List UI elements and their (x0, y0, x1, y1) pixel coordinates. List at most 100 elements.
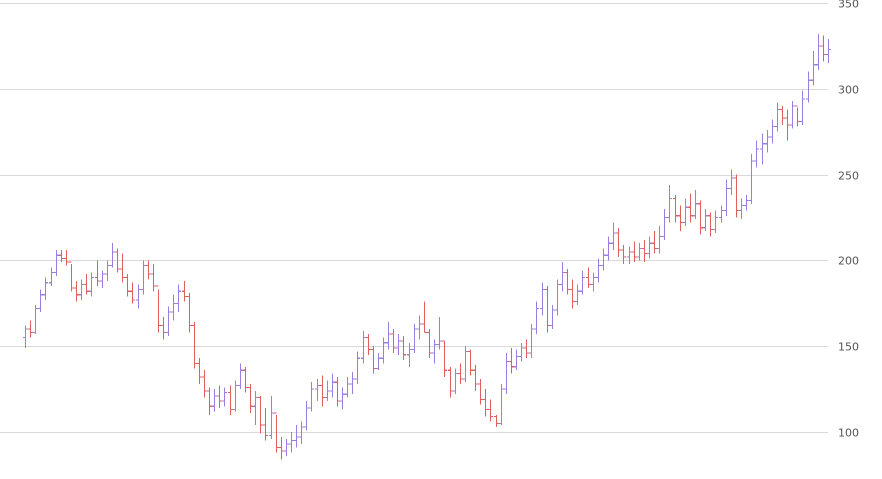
ohlc-bar-93 (499, 383, 504, 426)
ohlc-bar-56 (309, 382, 314, 412)
ohlc-bar-72 (391, 329, 396, 354)
ohlc-bar-0 (23, 325, 28, 348)
ohlc-bar-131 (693, 190, 698, 220)
ohlc-bar-106 (565, 268, 570, 295)
y-tick-label: 200 (838, 255, 859, 268)
ohlc-bar-96 (514, 349, 519, 371)
ohlc-bar-88 (473, 365, 478, 391)
ohlc-bar-41 (233, 380, 238, 412)
ohlc-bar-42 (238, 363, 243, 390)
ohlc-bar-73 (396, 334, 401, 355)
ohlc-bar-59 (325, 380, 330, 402)
ohlc-bar-55 (304, 401, 309, 431)
ohlc-bar-4 (43, 277, 48, 300)
ohlc-bar-24 (146, 260, 151, 280)
ohlc-bar-92 (494, 414, 499, 427)
ohlc-bar-60 (330, 373, 335, 398)
ohlc-bar-125 (662, 208, 667, 240)
ohlc-bar-61 (335, 377, 340, 407)
ohlc-bar-110 (586, 267, 591, 288)
ohlc-bar-19 (120, 253, 125, 283)
ohlc-bar-49 (274, 412, 279, 453)
ohlc-bar-44 (248, 383, 253, 414)
ohlc-bar-143 (754, 140, 759, 168)
ohlc-bar-156 (821, 35, 826, 62)
ohlc-bar-31 (182, 280, 187, 302)
ohlc-bar-80 (432, 339, 437, 364)
ohlc-bar-97 (519, 342, 524, 362)
ohlc-bar-98 (524, 339, 529, 359)
ohlc-bar-3 (38, 289, 43, 312)
ohlc-bar-111 (591, 272, 596, 292)
ohlc-bar-109 (580, 270, 585, 295)
ohlc-bar-22 (136, 284, 141, 309)
ohlc-bar-28 (166, 306, 171, 336)
ohlc-bar-100 (534, 301, 539, 335)
ohlc-bar-119 (632, 241, 637, 263)
ohlc-bar-154 (811, 51, 816, 86)
ohlc-bar-75 (407, 342, 412, 367)
ohlc-bar-153 (806, 71, 811, 103)
y-tick-label: 350 (838, 0, 859, 11)
ohlc-bar-8 (64, 250, 69, 266)
ohlc-bar-32 (187, 293, 192, 333)
ohlc-bar-52 (289, 432, 294, 453)
ohlc-bar-124 (657, 226, 662, 254)
ohlc-bar-87 (468, 349, 473, 376)
ohlc-bar-57 (315, 378, 320, 402)
ohlc-bar-115 (611, 222, 616, 251)
ohlc-bar-102 (545, 286, 550, 333)
ohlc-bar-142 (749, 154, 754, 204)
ohlc-bar-66 (361, 330, 366, 364)
ohlc-bar-105 (560, 262, 565, 292)
ohlc-bar-140 (739, 198, 744, 220)
ohlc-bar-12 (84, 274, 89, 295)
ohlc-bar-46 (258, 395, 263, 434)
ohlc-bar-71 (386, 322, 391, 350)
y-tick-label: 100 (838, 427, 859, 440)
ohlc-bar-21 (130, 282, 135, 304)
ohlc-bar-63 (345, 377, 350, 398)
ohlc-bar-139 (734, 174, 739, 218)
ohlc-bar-58 (320, 375, 325, 407)
ohlc-bar-50 (279, 437, 284, 460)
ohlc-bar-30 (176, 284, 181, 312)
ohlc-bar-113 (601, 248, 606, 271)
ohlc-bar-101 (540, 282, 545, 316)
ohlc-bar-155 (816, 33, 821, 70)
ohlc-bar-5 (49, 267, 54, 287)
y-tick-label: 300 (838, 84, 859, 97)
ohlc-bar-54 (299, 421, 304, 445)
ohlc-bar-26 (156, 285, 161, 333)
ohlc-bar-48 (269, 395, 274, 439)
ohlc-bar-70 (381, 337, 386, 364)
ohlc-bar-9 (69, 261, 74, 292)
ohlc-bar-141 (744, 195, 749, 211)
ohlc-bar-116 (616, 227, 621, 257)
ohlc-bar-123 (652, 231, 657, 254)
ohlc-bar-29 (171, 294, 176, 321)
ohlc-bar-150 (790, 100, 795, 129)
ohlc-bar-149 (785, 109, 790, 141)
ohlc-bar-132 (698, 200, 703, 235)
ohlc-bar-15 (100, 270, 105, 288)
ohlc-bar-11 (79, 279, 84, 300)
ohlc-bar-128 (678, 205, 683, 232)
ohlc-bar-6 (54, 250, 59, 276)
ohlc-bar-39 (222, 387, 227, 407)
ohlc-bar-23 (141, 260, 146, 295)
ohlc-bar-112 (596, 258, 601, 283)
ohlc-bar-40 (228, 385, 233, 415)
ohlc-bar-94 (504, 353, 509, 395)
y-tick-label: 250 (838, 170, 859, 183)
ohlc-bar-134 (708, 212, 713, 237)
ohlc-bar-33 (192, 322, 197, 369)
ohlc-bar-35 (202, 370, 207, 398)
ohlc-bar-135 (713, 210, 718, 233)
ohlc-bar-13 (89, 272, 94, 297)
ohlc-bar-51 (284, 438, 289, 457)
ohlc-bar-18 (115, 248, 120, 273)
ohlc-bar-14 (95, 260, 100, 287)
ohlc-bar-47 (263, 407, 268, 441)
ohlc-bar-120 (637, 243, 642, 261)
